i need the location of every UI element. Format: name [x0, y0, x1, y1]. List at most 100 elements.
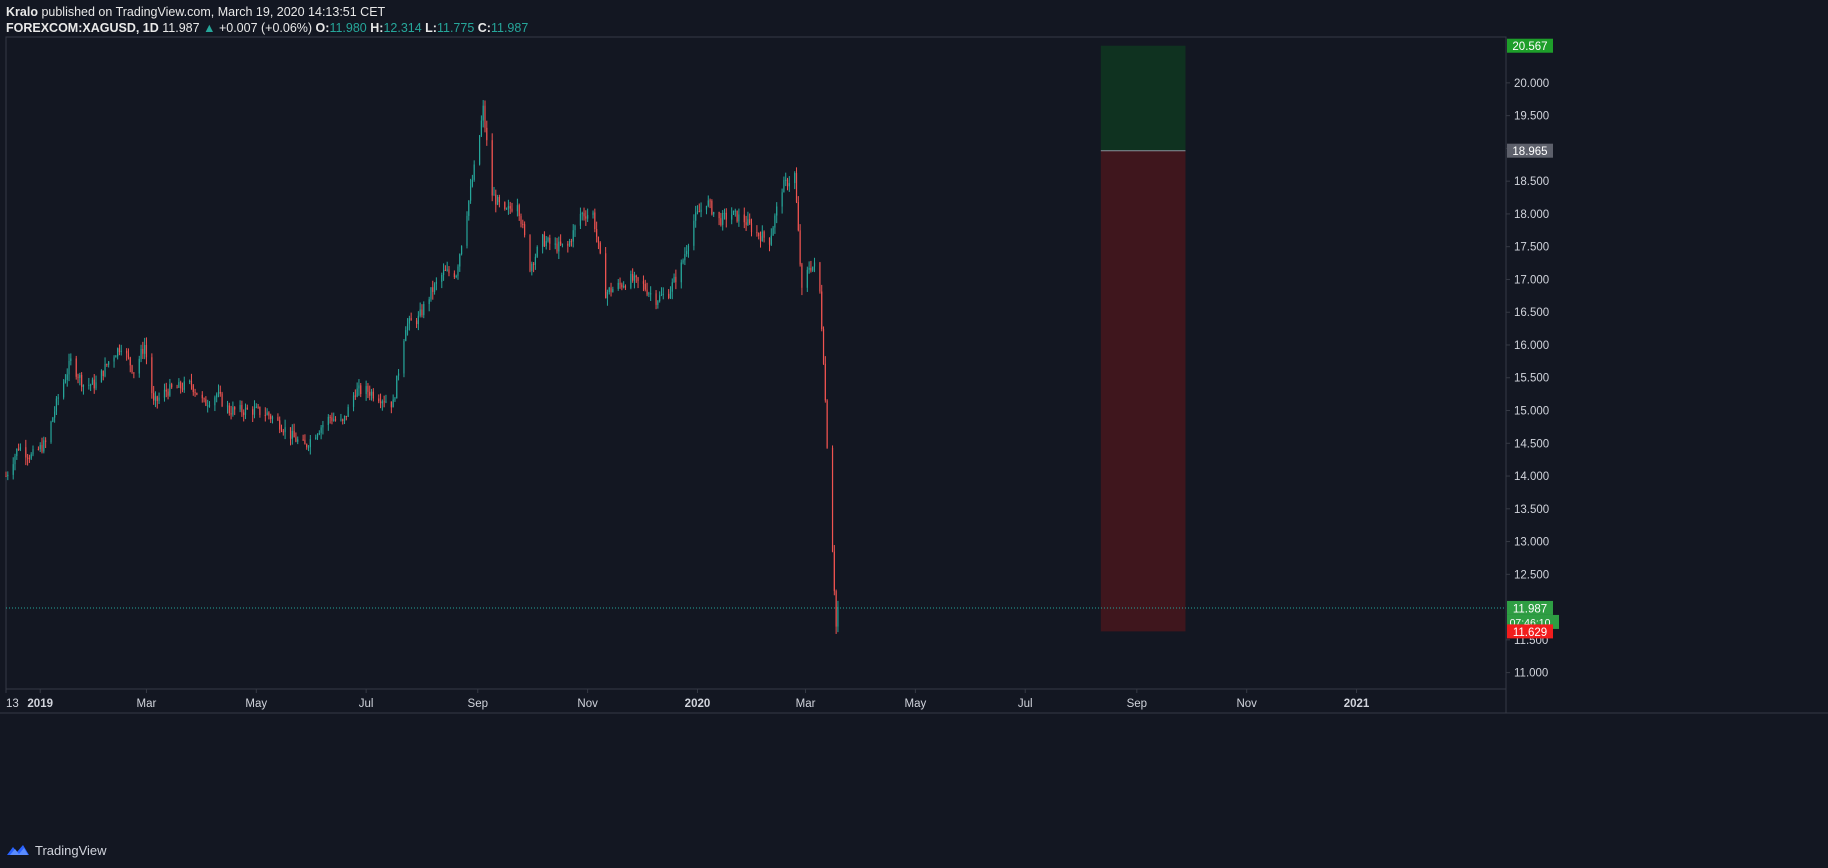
candle-body	[77, 376, 79, 378]
candle-body	[682, 260, 684, 263]
candle-body	[297, 439, 299, 442]
candle-body	[81, 374, 83, 387]
y-tick-label: 17.000	[1514, 274, 1549, 286]
candle-body	[460, 245, 463, 255]
candle-body	[610, 287, 612, 293]
candle-body	[486, 127, 488, 141]
stop-zone[interactable]	[1100, 150, 1186, 632]
symbol-name[interactable]: FOREXCOM:XAGUSD, 1D	[6, 21, 159, 35]
candle-body	[196, 392, 198, 395]
candle-body	[448, 269, 450, 274]
candle-body	[264, 414, 266, 416]
candle-body	[435, 281, 437, 284]
y-tick-label: 12.500	[1514, 569, 1549, 581]
stop-price-label-bg	[1507, 624, 1553, 639]
author-name[interactable]: Kralo	[6, 5, 38, 19]
candle-body	[154, 396, 157, 401]
candle-body	[266, 412, 268, 416]
x-tick-label: 2020	[685, 698, 711, 710]
candle-body	[63, 382, 65, 398]
candle-body	[560, 241, 562, 245]
candle-body	[316, 434, 319, 438]
candle-body	[583, 213, 585, 217]
candle-body	[596, 229, 598, 237]
candle-body	[163, 389, 166, 398]
candle-body	[837, 606, 839, 627]
candle-body	[397, 373, 400, 376]
candle-body	[493, 194, 495, 196]
candle-body	[190, 380, 193, 386]
candle-body	[176, 387, 178, 389]
candle-body	[28, 458, 31, 460]
candle-body	[120, 350, 122, 352]
long-position-tool[interactable]	[6, 45, 1506, 632]
close-label: C:	[477, 21, 491, 35]
candle-body	[495, 194, 497, 205]
candle-body	[633, 275, 636, 281]
candle-body	[32, 449, 34, 455]
candle-body	[478, 135, 481, 165]
candle-body	[52, 417, 54, 422]
candle-body	[781, 192, 783, 207]
candle-body	[569, 241, 571, 246]
candle-body	[684, 254, 686, 261]
candlestick-series	[5, 100, 839, 634]
candle-body	[151, 357, 153, 394]
candle-body	[520, 216, 522, 225]
candle-body	[302, 439, 304, 441]
candle-body	[659, 295, 661, 302]
candle-body	[770, 235, 772, 245]
candle-body	[183, 381, 185, 390]
candle-body	[599, 242, 601, 254]
candle-body	[732, 210, 735, 215]
candle-body	[673, 276, 675, 283]
candle-body	[428, 299, 430, 305]
candle-body	[329, 416, 331, 418]
candle-body	[268, 412, 270, 416]
candle-body	[644, 283, 646, 290]
candle-body	[367, 386, 369, 392]
candle-body	[108, 361, 110, 365]
candle-body	[118, 348, 121, 352]
candle-body	[392, 399, 394, 408]
candle-body	[279, 420, 281, 430]
candle-body	[295, 437, 297, 442]
candle-body	[442, 269, 445, 275]
candle-body	[181, 388, 184, 390]
candle-body	[352, 395, 355, 407]
candle-body	[307, 447, 310, 449]
y-tick-label: 20.000	[1514, 78, 1549, 90]
candle-body	[117, 348, 119, 357]
candle-body	[824, 363, 826, 401]
candle-body	[696, 211, 699, 213]
candle-body	[432, 287, 434, 292]
candle-body	[705, 205, 708, 210]
candle-body	[821, 291, 823, 330]
candle-body	[169, 384, 171, 396]
x-tick-label: May	[245, 698, 267, 710]
candle-body	[356, 388, 358, 397]
candle-body	[95, 382, 97, 389]
candle-body	[394, 398, 396, 400]
candle-body	[783, 180, 785, 193]
candle-body	[106, 364, 108, 366]
candle-body	[354, 395, 356, 397]
candle-body	[221, 393, 223, 407]
candle-body	[50, 421, 52, 443]
candle-body	[484, 105, 486, 128]
candle-body	[768, 237, 771, 245]
target-zone[interactable]	[1100, 45, 1186, 151]
candle-body	[289, 427, 292, 439]
candle-body	[113, 357, 115, 362]
candle-body	[516, 205, 519, 212]
candle-body	[646, 289, 648, 295]
footer[interactable]: TradingView	[6, 840, 107, 860]
candle-body	[556, 243, 558, 252]
candle-body	[554, 243, 556, 245]
candle-body	[518, 205, 520, 217]
chart-axes: 11.00011.50012.50013.00013.50014.00014.5…	[5, 78, 1549, 710]
candle-body	[421, 309, 423, 316]
candle-body	[482, 105, 484, 121]
y-tick-label: 14.000	[1514, 471, 1549, 483]
